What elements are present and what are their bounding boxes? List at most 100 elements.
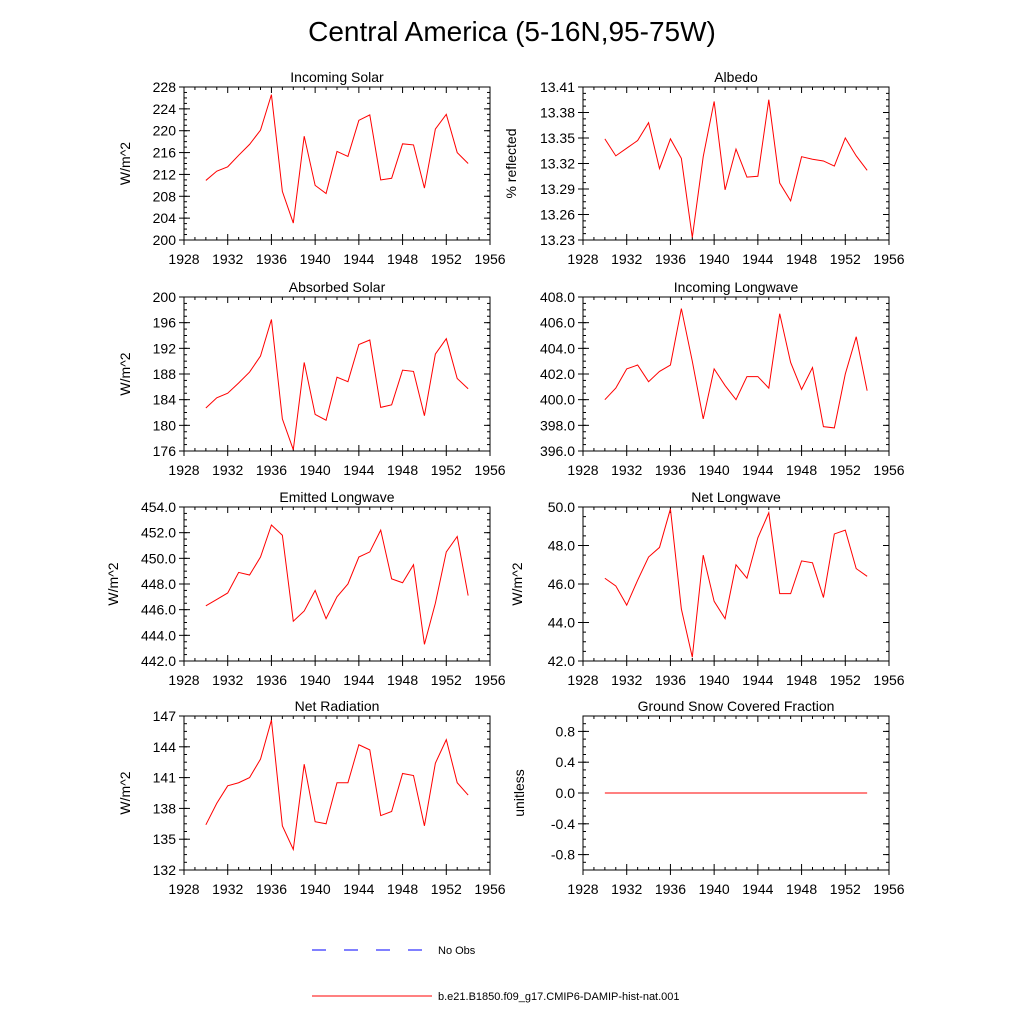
panel-1: Albedo 1928 1932 1936 1940 1944 1948 1952 1956 13… bbox=[503, 69, 905, 267]
panel-0: Incoming Solar 1928 1932 1936 1940 1944 1948 19… bbox=[117, 69, 506, 267]
y-tick-label: 452.0 bbox=[141, 525, 176, 541]
x-tick-label: 1956 bbox=[873, 462, 904, 478]
panel-7: Ground Snow Covered Fraction 1928 1932 1936… bbox=[511, 698, 905, 897]
legend-label: b.e21.B1850.f09_g17.CMIP6-DAMIP-hist-nat… bbox=[438, 991, 680, 1003]
panel-title: Ground Snow Covered Fraction bbox=[638, 698, 835, 714]
y-tick-label: 135 bbox=[153, 831, 177, 847]
x-tick-label: 1952 bbox=[431, 881, 462, 897]
plot-frame bbox=[183, 86, 491, 241]
x-tick-label: 1940 bbox=[300, 462, 331, 478]
x-tick-label: 1940 bbox=[300, 881, 331, 897]
plot-frame bbox=[183, 296, 491, 452]
y-tick-label: 200 bbox=[153, 289, 177, 305]
y-tick-label: 442.0 bbox=[141, 653, 176, 669]
panel-5: Net Longwave 1928 1932 1936 1940 1944 1948 1952… bbox=[509, 489, 905, 688]
y-tick-label: 448.0 bbox=[141, 576, 176, 592]
x-tick-label: 1940 bbox=[699, 462, 730, 478]
y-tick-label: 204 bbox=[153, 210, 177, 226]
series-line-0 bbox=[205, 719, 469, 852]
x-tick-label: 1956 bbox=[474, 462, 505, 478]
series-line-0 bbox=[205, 94, 469, 224]
x-tick-label: 1944 bbox=[343, 672, 374, 688]
y-tick-label: 446.0 bbox=[141, 602, 176, 618]
x-tick-label: 1932 bbox=[212, 251, 243, 267]
plot-frame bbox=[582, 506, 890, 662]
y-tick-label: 0.4 bbox=[556, 754, 576, 770]
x-tick-label: 1948 bbox=[786, 251, 817, 267]
plot-frame bbox=[183, 715, 491, 871]
x-tick-label: 1956 bbox=[474, 251, 505, 267]
y-tick-label: 132 bbox=[153, 862, 177, 878]
y-tick-label: 184 bbox=[153, 392, 177, 408]
panel-title: Net Longwave bbox=[691, 489, 781, 505]
y-tick-label: 50.0 bbox=[548, 499, 575, 515]
panels: Incoming Solar 1928 1932 1936 1940 1944 1948 19… bbox=[105, 69, 905, 897]
series-line-0 bbox=[604, 308, 868, 429]
x-tick-label: 1936 bbox=[256, 881, 287, 897]
plot-frame bbox=[582, 86, 890, 241]
x-tick-label: 1940 bbox=[300, 251, 331, 267]
y-axis-label: W/m^2 bbox=[117, 771, 133, 814]
x-tick-label: 1944 bbox=[742, 672, 773, 688]
y-tick-label: 144 bbox=[153, 739, 177, 755]
x-tick-label: 1948 bbox=[786, 462, 817, 478]
x-tick-label: 1948 bbox=[786, 672, 817, 688]
y-tick-label: 0.0 bbox=[556, 785, 576, 801]
x-tick-label: 1932 bbox=[212, 672, 243, 688]
y-axis-label: W/m^2 bbox=[117, 352, 133, 395]
plot-frame bbox=[183, 506, 491, 662]
x-tick-label: 1936 bbox=[655, 462, 686, 478]
x-tick-label: 1948 bbox=[387, 462, 418, 478]
y-axis-label: % reflected bbox=[503, 128, 519, 198]
x-tick-label: 1932 bbox=[212, 881, 243, 897]
x-tick-label: 1936 bbox=[655, 881, 686, 897]
panel-title: Incoming Longwave bbox=[674, 279, 799, 295]
y-tick-label: 396.0 bbox=[540, 443, 575, 459]
series-line-0 bbox=[604, 508, 868, 658]
legend: No Obs b.e21.B1850.f09_g17.CMIP6-DAMIP-hi… bbox=[312, 945, 680, 1003]
y-tick-label: 404.0 bbox=[540, 340, 575, 356]
x-tick-label: 1952 bbox=[431, 462, 462, 478]
x-tick-label: 1944 bbox=[742, 462, 773, 478]
plot-frame bbox=[582, 296, 890, 452]
x-tick-label: 1940 bbox=[699, 672, 730, 688]
x-tick-label: 1956 bbox=[474, 672, 505, 688]
x-tick-label: 1928 bbox=[168, 881, 199, 897]
y-tick-label: 13.35 bbox=[540, 130, 575, 146]
y-tick-label: 220 bbox=[153, 123, 177, 139]
x-tick-label: 1936 bbox=[256, 462, 287, 478]
y-tick-label: 444.0 bbox=[141, 627, 176, 643]
y-tick-label: 398.0 bbox=[540, 417, 575, 433]
y-tick-label: 13.41 bbox=[540, 79, 575, 95]
series-line-0 bbox=[205, 524, 469, 645]
y-tick-label: 216 bbox=[153, 145, 177, 161]
x-tick-label: 1956 bbox=[474, 881, 505, 897]
y-tick-label: 196 bbox=[153, 315, 177, 331]
x-tick-label: 1932 bbox=[212, 462, 243, 478]
y-tick-label: 176 bbox=[153, 443, 177, 459]
y-tick-label: 400.0 bbox=[540, 392, 575, 408]
y-tick-label: 224 bbox=[153, 101, 177, 117]
x-tick-label: 1936 bbox=[256, 251, 287, 267]
x-tick-label: 1940 bbox=[300, 672, 331, 688]
x-tick-label: 1928 bbox=[567, 672, 598, 688]
x-tick-label: 1944 bbox=[343, 881, 374, 897]
y-tick-label: 200 bbox=[153, 232, 177, 248]
panel-title: Emitted Longwave bbox=[279, 489, 394, 505]
y-tick-label: 208 bbox=[153, 188, 177, 204]
y-tick-label: 13.26 bbox=[540, 207, 575, 223]
y-tick-label: 13.23 bbox=[540, 232, 575, 248]
y-tick-label: 450.0 bbox=[141, 550, 176, 566]
y-tick-label: 44.0 bbox=[548, 615, 575, 631]
x-tick-label: 1956 bbox=[873, 881, 904, 897]
panel-2: Absorbed Solar 1928 1932 1936 1940 1944 1948 19… bbox=[117, 279, 506, 478]
x-tick-label: 1944 bbox=[343, 462, 374, 478]
y-axis-label: W/m^2 bbox=[105, 562, 121, 605]
x-tick-label: 1928 bbox=[168, 251, 199, 267]
x-tick-label: 1952 bbox=[830, 251, 861, 267]
x-tick-label: 1952 bbox=[830, 881, 861, 897]
x-tick-label: 1928 bbox=[567, 251, 598, 267]
y-tick-label: 212 bbox=[153, 166, 177, 182]
y-tick-label: 406.0 bbox=[540, 315, 575, 331]
